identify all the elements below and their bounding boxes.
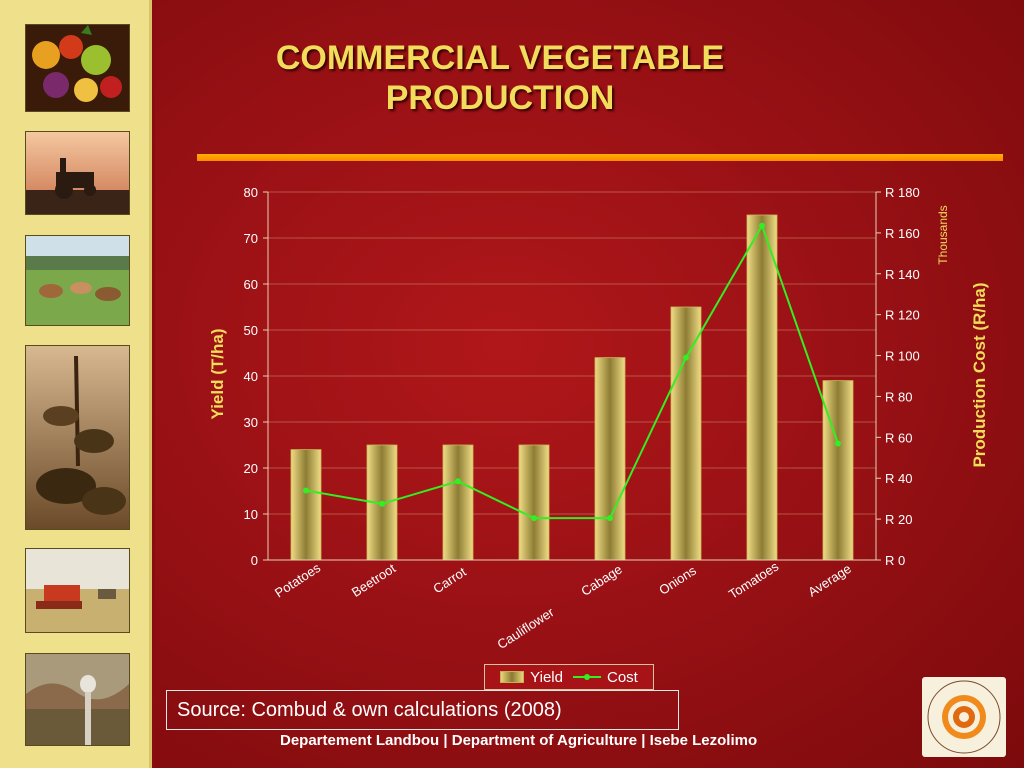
source-note: Source: Combud & own calculations (2008) xyxy=(166,690,679,730)
grape-vine-photo xyxy=(25,345,130,530)
combine-harvester-photo xyxy=(25,548,130,633)
cost-point xyxy=(683,354,689,361)
legend-swatch-yield xyxy=(500,671,525,683)
y2-tick-label: R 0 xyxy=(885,553,905,568)
title-line-1: COMMERCIAL VEGETABLE xyxy=(275,39,725,77)
bar-yield xyxy=(290,449,322,561)
y2-axis-title: Production Cost (R/ha) xyxy=(970,282,989,467)
x-tick-label: Cabage xyxy=(578,562,624,599)
x-tick-label: Average xyxy=(805,561,854,600)
sidebar-photo-strip xyxy=(0,0,152,768)
footer-dept-afrikaans: Departement Landbou xyxy=(280,732,440,749)
x-tick-label: Carrot xyxy=(430,564,469,596)
y-tick-label: 40 xyxy=(244,369,258,384)
bar-yield xyxy=(822,380,854,561)
tractor-sunset-photo xyxy=(25,131,130,215)
cost-point xyxy=(303,487,309,494)
x-tick-label: Cauliflower xyxy=(494,604,557,652)
y-axis-title: Yield (T/ha) xyxy=(208,329,227,420)
y2-tick-label: R 20 xyxy=(885,512,912,527)
x-tick-label: Beetroot xyxy=(349,560,399,600)
y-tick-label: 80 xyxy=(244,185,258,200)
bar-yield xyxy=(518,444,550,561)
y2-tick-label: R 40 xyxy=(885,471,912,486)
legend-item-cost: Cost xyxy=(572,668,638,686)
slide-background xyxy=(155,0,1024,768)
cost-point xyxy=(759,222,765,229)
cost-point xyxy=(835,440,841,447)
footer-departments: Departement Landbou | Department of Agri… xyxy=(280,732,757,749)
y2-unit-label: Thousands xyxy=(936,205,950,264)
cost-point xyxy=(607,515,613,522)
fruit-basket-photo xyxy=(25,24,130,112)
footer-separator-1: | xyxy=(439,732,452,749)
y2-tick-label: R 100 xyxy=(885,349,920,364)
cost-series-line xyxy=(305,223,839,520)
chart-legend: Yield Cost xyxy=(484,664,654,690)
cattle-field-photo xyxy=(25,235,130,326)
yield-bars xyxy=(290,214,854,561)
cost-point xyxy=(379,500,385,507)
tick-labels: 0 10 20 30 40 50 60 70 80 R 0 R 20 R 40 R 60 R 80 R 10… xyxy=(244,185,920,652)
legend-label-yield: Yield xyxy=(530,668,563,686)
bar-yield xyxy=(594,357,626,561)
legend-swatch-cost xyxy=(572,674,601,680)
x-tick-label: Tomatoes xyxy=(726,558,782,602)
footer-dept-english: Department of Agriculture xyxy=(451,732,638,749)
y2-tick-label: R 80 xyxy=(885,389,912,404)
bar-yield xyxy=(746,214,778,561)
western-cape-logo-icon xyxy=(927,680,1001,754)
cost-line xyxy=(303,222,841,522)
y2-tick-label: R 140 xyxy=(885,267,920,282)
bar-yield xyxy=(670,306,702,561)
western-cape-logo xyxy=(922,677,1006,757)
gridlines xyxy=(268,191,876,515)
footer-separator-2: | xyxy=(637,732,650,749)
yield-cost-chart: 0 10 20 30 40 50 60 70 80 R 0 R 20 R 40 R 60 R 80 R 10… xyxy=(208,185,989,652)
chart-axes xyxy=(263,191,881,561)
y-tick-label: 20 xyxy=(244,461,258,476)
y2-tick-label: R 160 xyxy=(885,226,920,241)
y-tick-label: 60 xyxy=(244,277,258,292)
slide-title: COMMERCIAL VEGETABLE PRODUCTION xyxy=(155,38,845,118)
y-tick-label: 50 xyxy=(244,323,258,338)
y-tick-label: 70 xyxy=(244,231,258,246)
y2-tick-label: R 180 xyxy=(885,185,920,200)
legend-item-yield: Yield xyxy=(500,669,563,686)
y2-tick-label: R 60 xyxy=(885,430,912,445)
footer-dept-xhosa: Isebe Lezolimo xyxy=(649,732,758,749)
y-tick-label: 10 xyxy=(244,507,258,522)
x-tick-label: Potatoes xyxy=(272,560,324,601)
title-line-2: PRODUCTION xyxy=(385,79,615,117)
ostrich-photo xyxy=(25,653,130,746)
cost-point xyxy=(455,478,461,485)
y2-tick-label: R 120 xyxy=(885,308,920,323)
bar-yield xyxy=(442,444,474,561)
y-tick-label: 0 xyxy=(251,553,258,568)
title-underline-rule xyxy=(197,154,1003,161)
legend-label-cost: Cost xyxy=(606,668,638,686)
cost-point xyxy=(531,515,537,522)
x-tick-label: Onions xyxy=(656,562,699,597)
y-tick-label: 30 xyxy=(244,415,258,430)
